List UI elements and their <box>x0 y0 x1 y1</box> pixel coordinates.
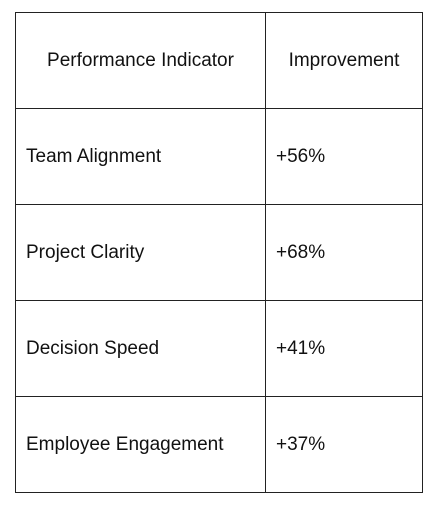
performance-table: Performance Indicator Improvement Team A… <box>15 12 423 493</box>
improvement-cell: +56% <box>265 108 423 205</box>
improvement-cell: +41% <box>265 300 423 397</box>
improvement-cell: +68% <box>265 204 423 301</box>
table-header: Performance Indicator Improvement <box>15 12 423 109</box>
indicator-cell: Decision Speed <box>15 300 266 397</box>
indicator-cell: Employee Engagement <box>15 396 266 493</box>
header-row: Performance Indicator Improvement <box>15 12 423 109</box>
indicator-cell: Project Clarity <box>15 204 266 301</box>
improvement-cell: +37% <box>265 396 423 493</box>
header-improvement: Improvement <box>265 12 423 109</box>
table-row: Decision Speed +41% <box>15 300 423 397</box>
table-row: Team Alignment +56% <box>15 108 423 205</box>
indicator-cell: Team Alignment <box>15 108 266 205</box>
header-performance-indicator: Performance Indicator <box>15 12 266 109</box>
table-body: Team Alignment +56% Project Clarity +68%… <box>15 108 423 493</box>
table-row: Project Clarity +68% <box>15 204 423 301</box>
table-row: Employee Engagement +37% <box>15 396 423 493</box>
performance-table-container: Performance Indicator Improvement Team A… <box>15 12 423 493</box>
